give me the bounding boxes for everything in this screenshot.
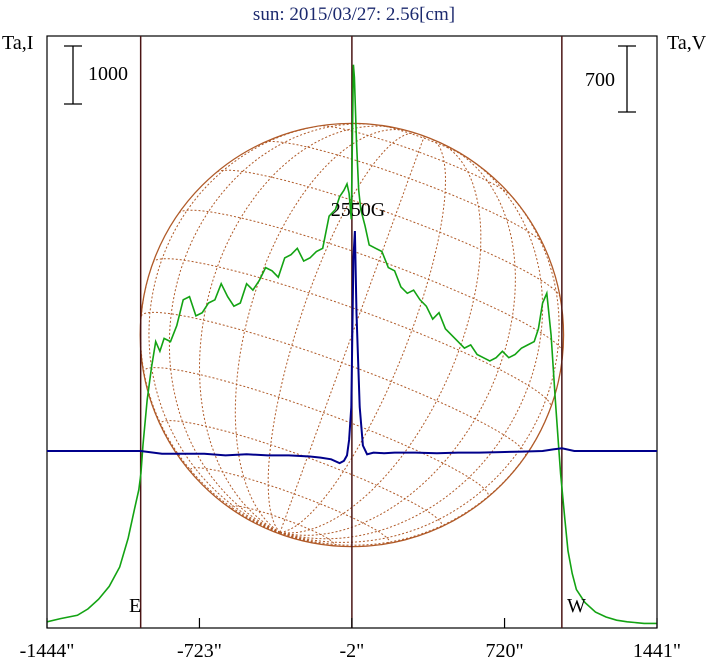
x-tick-label: -1444" xyxy=(20,640,75,662)
grid-longitude-line xyxy=(279,141,482,534)
grid-longitude-line xyxy=(279,187,560,543)
peak-field-label: 2550G xyxy=(331,199,385,221)
limb-label-east: E xyxy=(129,595,141,617)
scale-bar-left xyxy=(64,45,82,105)
limb-label-west: W xyxy=(567,595,586,617)
x-tick-label: -723" xyxy=(177,640,222,662)
x-tick-label: -2" xyxy=(339,640,364,662)
series-intensity-line xyxy=(47,64,657,625)
grid-longitude-line xyxy=(198,125,395,533)
limb-markers xyxy=(139,36,563,628)
grid-longitude-line xyxy=(279,531,303,542)
grid-latitude-line xyxy=(143,367,489,498)
grid-latitude-line xyxy=(217,169,561,297)
grid-longitude-line xyxy=(234,128,409,533)
scale-label-left: 1000 xyxy=(88,63,128,85)
scale-label-right: 700 xyxy=(585,69,615,91)
grid-longitude-line xyxy=(279,532,281,535)
grid-latitude-line xyxy=(319,125,512,197)
y-axis-label-right: Ta,V xyxy=(667,32,707,54)
grid-longitude-line xyxy=(279,136,425,533)
grid-longitude-line xyxy=(148,124,330,533)
grid-latitude-line xyxy=(230,505,335,546)
grid-latitude-line xyxy=(140,311,527,457)
grid-longitude-line xyxy=(279,532,286,537)
grid-latitude-line xyxy=(159,420,443,528)
grid-latitude-line xyxy=(189,467,390,545)
x-tick-label: 1441" xyxy=(633,640,681,662)
chart-title: sun: 2015/03/27: 2.56[cm] xyxy=(253,4,455,25)
grid-longitude-line xyxy=(279,407,552,546)
x-tick-label: 720" xyxy=(485,640,523,662)
grid-longitude-line xyxy=(279,148,516,536)
grid-latitude-line xyxy=(178,209,564,353)
grid-latitude-line xyxy=(377,124,468,158)
y-axis-label-left: Ta,I xyxy=(2,32,33,54)
series-polarization-line xyxy=(47,230,657,465)
grid-longitude-line xyxy=(168,123,378,533)
x-axis: -1444" -723" -2" 720" 1441" xyxy=(20,618,681,662)
grid-longitude-line xyxy=(279,156,544,540)
scale-bar-right xyxy=(618,45,636,113)
